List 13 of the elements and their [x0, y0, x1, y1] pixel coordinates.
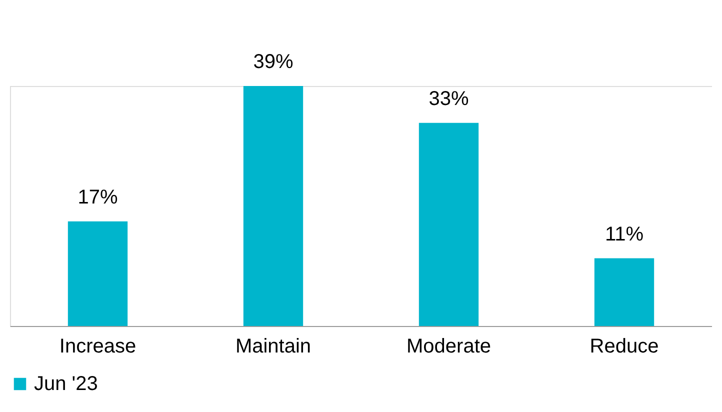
- bar: [243, 86, 304, 326]
- data-label: 11%: [604, 223, 644, 246]
- x-tick-label: Increase: [59, 336, 136, 358]
- bar: [594, 258, 654, 326]
- data-label: 33%: [428, 88, 469, 110]
- data-label: 17%: [78, 186, 118, 208]
- x-tick-label: Maintain: [235, 336, 312, 358]
- x-tick-label: Moderate: [406, 336, 491, 358]
- bar: [418, 122, 479, 326]
- bar: [68, 221, 128, 326]
- legend-label: Jun '23: [34, 373, 98, 395]
- x-tick-label: Reduce: [590, 336, 659, 358]
- data-label: 39%: [253, 51, 294, 73]
